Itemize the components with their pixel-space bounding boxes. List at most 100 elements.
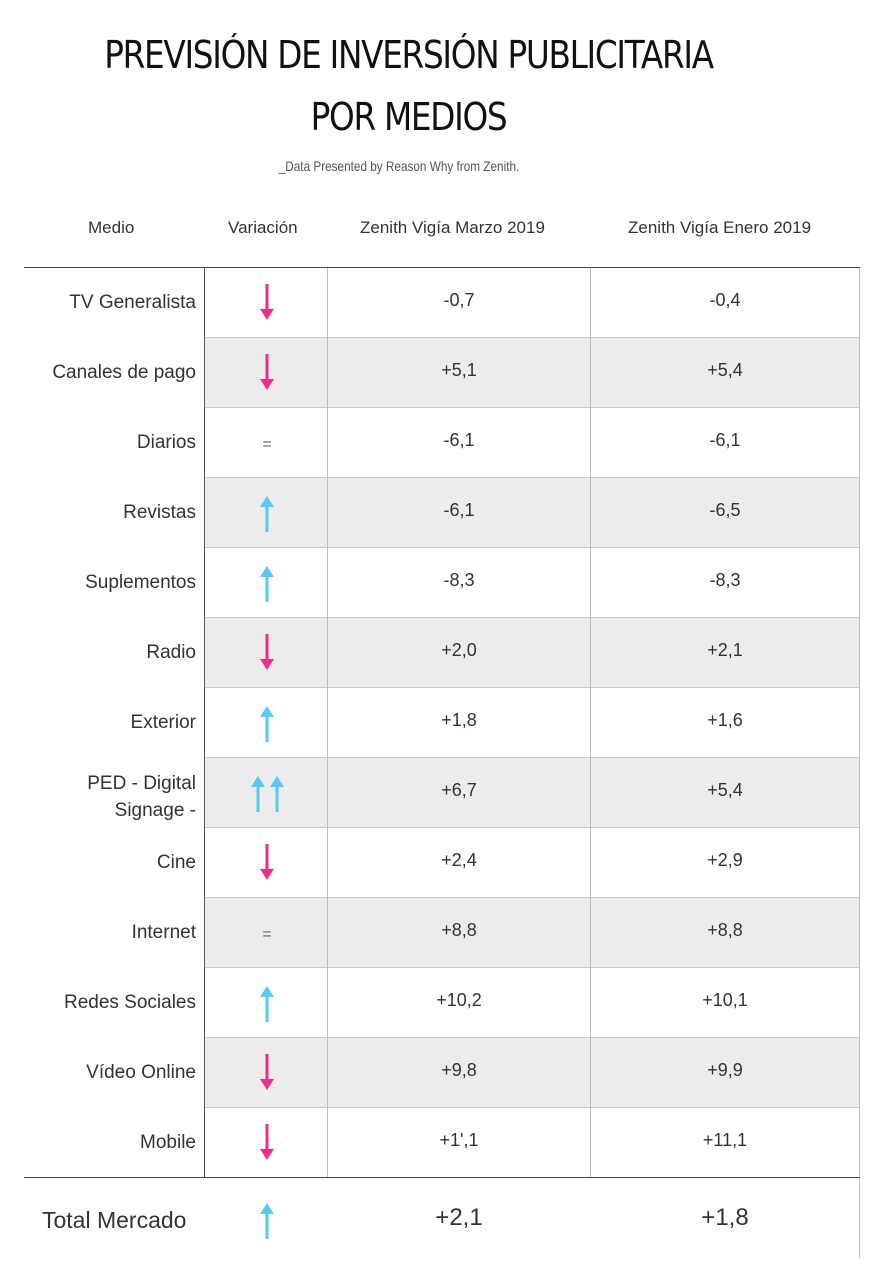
table-row: PED - Digital Signage - +6,7 +5,4 (0, 758, 894, 828)
row-variation-cell: = (206, 408, 327, 478)
equal-icon: = (262, 436, 271, 453)
row-medio-label-line: PED - Digital (87, 773, 196, 794)
row-separator (205, 407, 859, 408)
total-marzo-value: +2,1 (435, 1204, 483, 1231)
column-divider-1 (204, 268, 205, 1178)
variation-icon (260, 566, 274, 602)
table-row: Suplementos -8,3 -8,3 (0, 548, 894, 618)
row-variation-cell (206, 1108, 327, 1178)
row-separator (205, 337, 859, 338)
title-line-1: PREVISIÓN DE INVERSIÓN PUBLICITARIA (104, 33, 714, 77)
equal-icon: = (262, 926, 271, 943)
variation-icon (260, 844, 274, 880)
row-marzo-value: -8,3 (443, 570, 475, 590)
row-background (205, 618, 859, 688)
table-row: Revistas -6,1 -6,5 (0, 478, 894, 548)
page-title: PREVISIÓN DE INVERSIÓN PUBLICITARIA POR … (0, 24, 817, 148)
row-variation-cell (206, 758, 327, 828)
variation-icon (260, 986, 274, 1022)
arrow-up-icon (260, 1203, 274, 1239)
table-row: Internet = +8,8 +8,8 (0, 898, 894, 968)
row-separator (205, 967, 859, 968)
table-row: Redes Sociales +10,2 +10,1 (0, 968, 894, 1038)
row-background (205, 758, 859, 828)
table-bottom-rule (24, 1177, 860, 1178)
row-enero-value: +2,9 (707, 850, 743, 870)
row-separator (205, 617, 859, 618)
row-separator (205, 547, 859, 548)
row-separator (205, 477, 859, 478)
row-medio-label: Suplementos (85, 572, 196, 593)
total-label: Total Mercado (42, 1207, 187, 1233)
row-medio-label: Exterior (130, 712, 196, 733)
subtitle: _Data Presented by Reason Why from Zenit… (278, 158, 520, 174)
table-row: Radio +2,0 +2,1 (0, 618, 894, 688)
row-enero-value: -6,1 (709, 430, 741, 450)
row-marzo-value: +1',1 (439, 1130, 479, 1150)
table-row: TV Generalista -0,7 -0,4 (0, 268, 894, 338)
arrow-up-icon (260, 496, 274, 532)
row-variation-cell (206, 268, 327, 338)
row-medio-label: Canales de pago (52, 362, 196, 383)
row-separator (205, 1037, 859, 1038)
table-row: Exterior +1,8 +1,6 (0, 688, 894, 758)
table-row: Canales de pago +5,1 +5,4 (0, 338, 894, 408)
row-enero-value: +8,8 (707, 920, 743, 940)
row-marzo-value: +1,8 (441, 710, 477, 730)
row-background (205, 898, 859, 968)
arrow-up-icon (251, 776, 265, 812)
row-medio-label: Revistas (123, 502, 196, 523)
row-medio-label: PED - Digital Signage - (87, 770, 196, 824)
row-medio-label: Redes Sociales (63, 992, 196, 1013)
table-row: Vídeo Online +9,8 +9,9 (0, 1038, 894, 1108)
variation-icon: = (262, 926, 271, 943)
row-background (205, 478, 859, 548)
row-variation-cell (206, 338, 327, 408)
variation-icon: = (262, 436, 271, 453)
variation-icon (260, 706, 274, 742)
row-enero-value: +10,1 (702, 990, 748, 1010)
variation-icon (260, 634, 274, 670)
column-header-medio: Medio (88, 218, 135, 237)
row-medio-label: Cine (156, 852, 196, 873)
total-variation-cell (206, 1185, 327, 1255)
row-enero-value: +9,9 (707, 1060, 743, 1080)
row-enero-value: -0,4 (709, 290, 741, 310)
table-top-rule (24, 267, 860, 268)
row-variation-cell (206, 548, 327, 618)
row-separator (205, 757, 859, 758)
row-variation-cell: = (206, 898, 327, 968)
row-enero-value: +5,4 (707, 780, 743, 800)
row-marzo-value: +9,8 (441, 1060, 477, 1080)
column-header-enero: Zenith Vigía Enero 2019 (628, 218, 812, 237)
row-marzo-value: +8,8 (441, 920, 477, 940)
arrow-down-icon (260, 634, 274, 670)
row-separator (205, 827, 859, 828)
row-marzo-value: +10,2 (436, 990, 482, 1010)
row-medio-label: Vídeo Online (86, 1062, 196, 1083)
row-marzo-value: +2,4 (441, 850, 477, 870)
row-medio-label-line: Signage - (114, 800, 196, 821)
arrow-down-icon (260, 284, 274, 320)
variation-icon (260, 496, 274, 532)
arrow-down-icon (260, 1054, 274, 1090)
row-variation-cell (206, 688, 327, 758)
row-enero-value: -8,3 (709, 570, 741, 590)
column-divider-3 (590, 268, 591, 1178)
row-enero-value: -6,5 (709, 500, 741, 520)
arrow-up-icon (260, 986, 274, 1022)
arrow-up-icon (260, 706, 274, 742)
arrow-up-icon (270, 776, 284, 812)
title-line-2: POR MEDIOS (310, 95, 508, 139)
arrow-down-icon (260, 1124, 274, 1160)
row-variation-cell (206, 618, 327, 688)
row-variation-cell (206, 478, 327, 548)
variation-icon (260, 1124, 274, 1160)
row-separator (205, 687, 859, 688)
row-medio-label: Diarios (136, 432, 196, 453)
row-enero-value: +1,6 (707, 710, 743, 730)
variation-icon (260, 284, 274, 320)
arrow-down-icon (260, 844, 274, 880)
row-enero-value: +2,1 (707, 640, 743, 660)
arrow-up-icon (260, 566, 274, 602)
